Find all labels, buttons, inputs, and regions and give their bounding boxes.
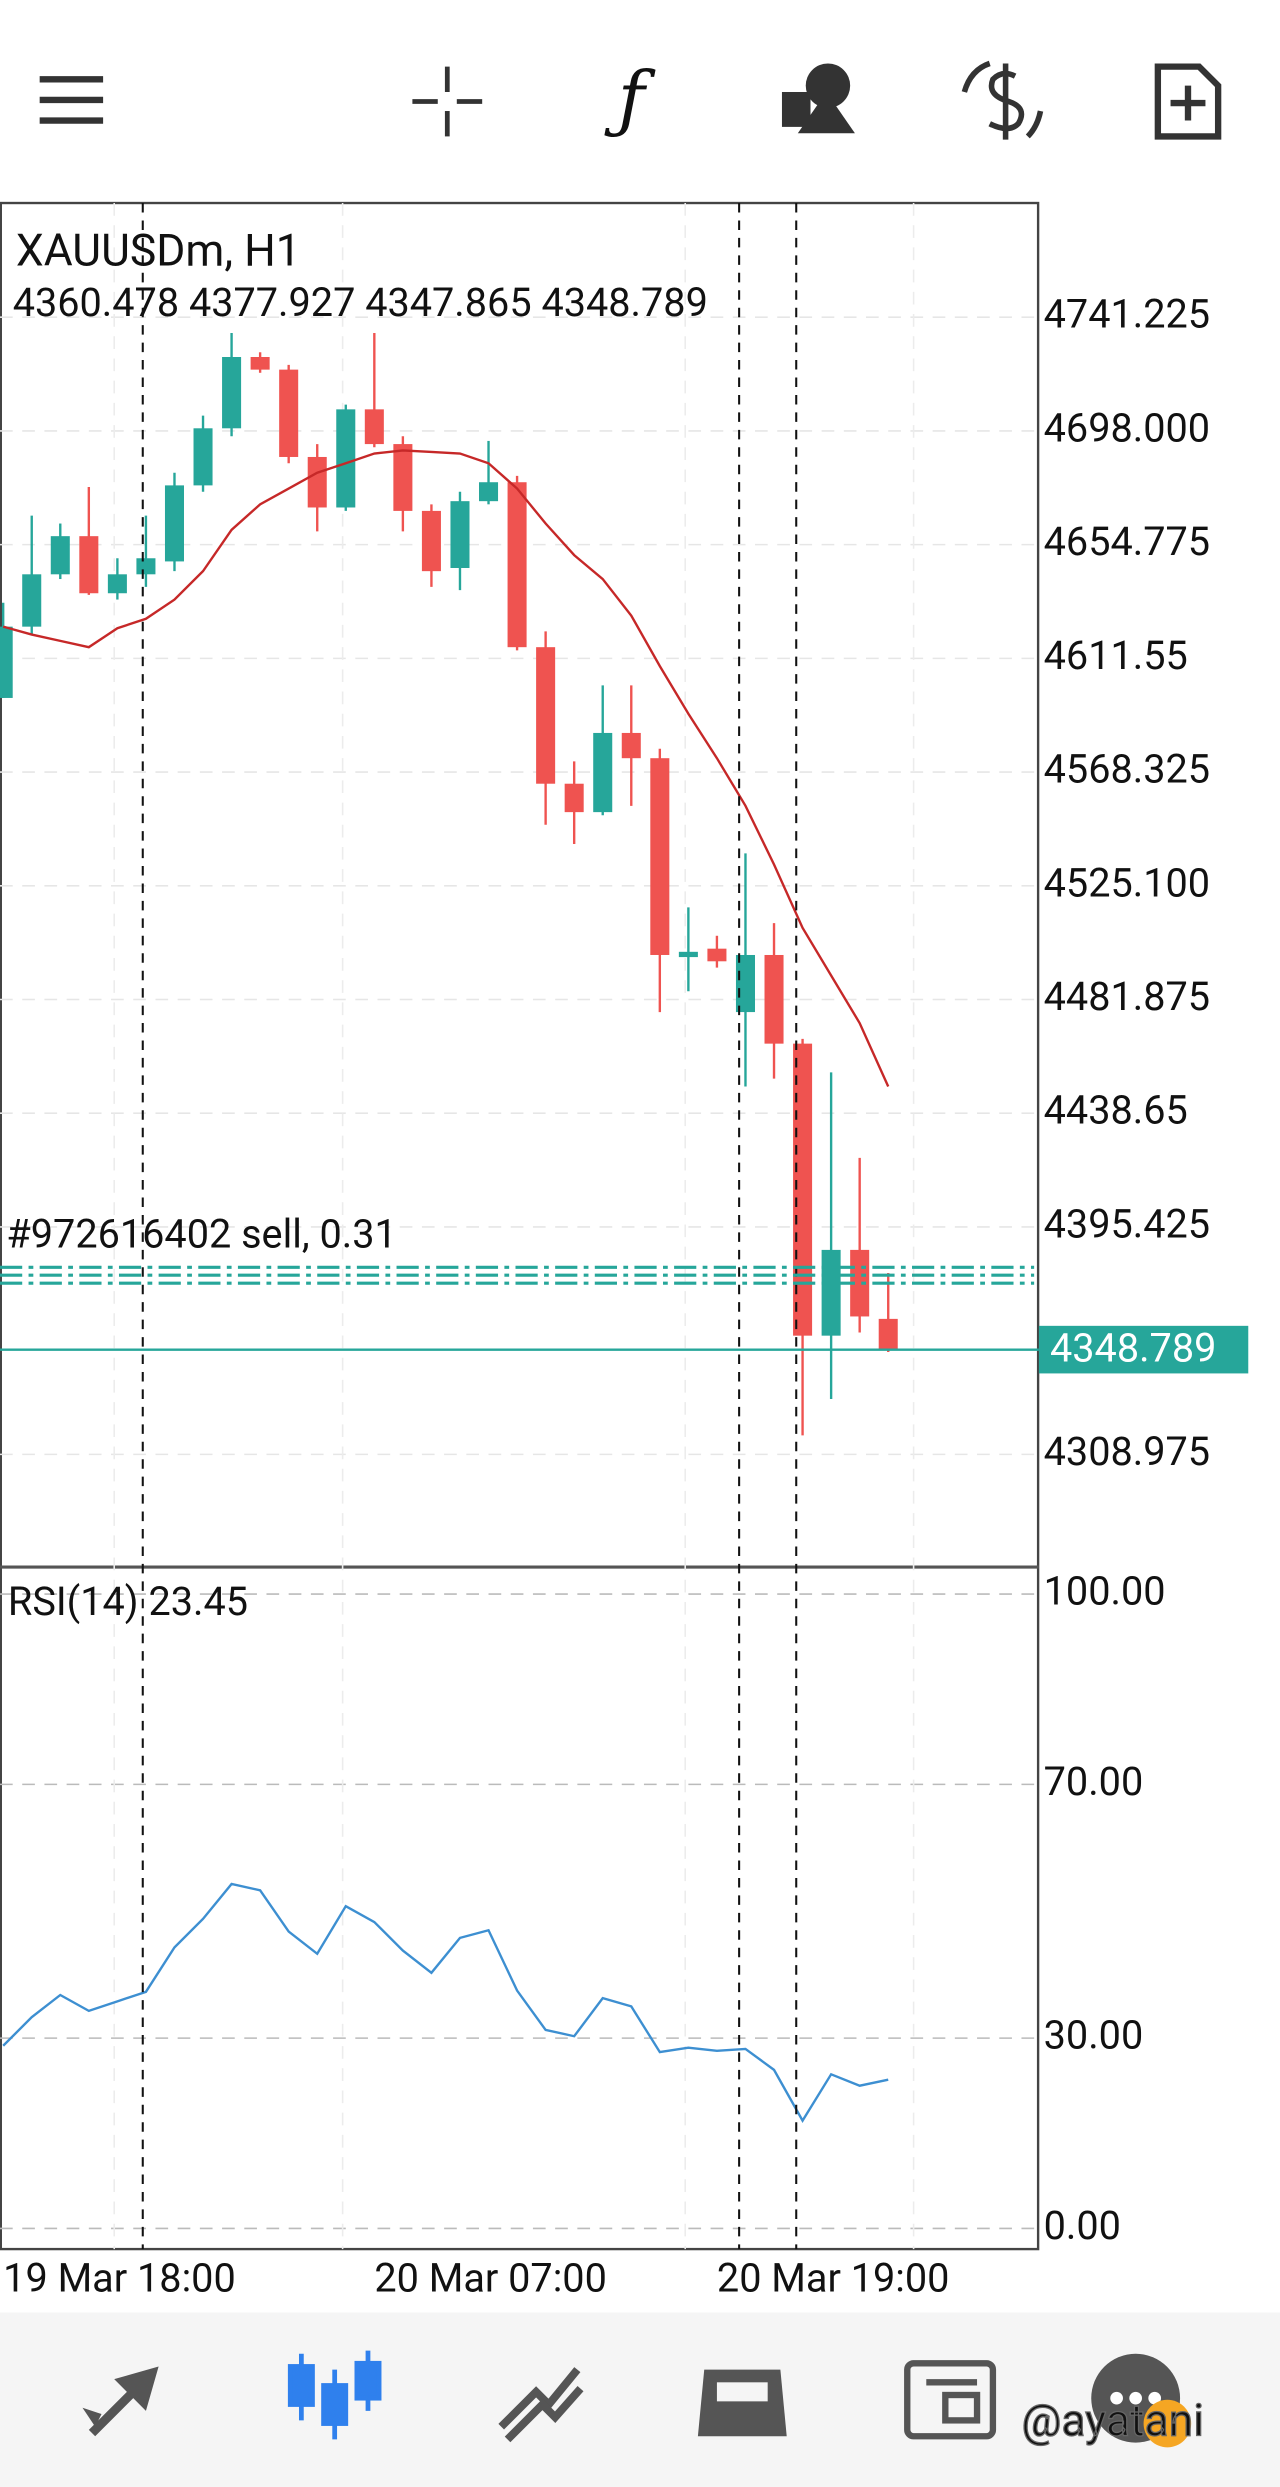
candle-body bbox=[107, 574, 127, 594]
candle-body bbox=[307, 456, 327, 508]
rsi-value: 23.45 bbox=[148, 1579, 248, 1626]
candle-body bbox=[193, 428, 213, 486]
bottom-nav bbox=[0, 2312, 1280, 2487]
nav-icons bbox=[82, 2350, 1192, 2448]
watermark: @ayatani bbox=[1021, 2394, 1204, 2446]
candle-body bbox=[336, 409, 356, 508]
y-tick-label: 4611.55 bbox=[1044, 632, 1188, 679]
candle-body bbox=[250, 357, 270, 370]
candle-body bbox=[821, 1249, 841, 1336]
marks bbox=[0, 333, 1039, 2123]
labels: 4741.225 4698.000 4654.775 4611.55 4568.325 4… bbox=[3, 291, 1249, 2301]
y-tick-label: 4308.975 bbox=[1044, 1428, 1210, 1475]
candle-body bbox=[735, 954, 755, 1013]
x-tick-label: 19 Mar 18:00 bbox=[3, 2254, 236, 2301]
trade-button[interactable] bbox=[961, 60, 1044, 140]
candle-body bbox=[450, 501, 470, 568]
period-separators bbox=[141, 203, 798, 2250]
trade-tab[interactable] bbox=[498, 2367, 584, 2443]
candle-body bbox=[878, 1318, 898, 1350]
chart-frame bbox=[0, 201, 1040, 2251]
candle-body bbox=[393, 444, 413, 511]
candle-body bbox=[793, 1043, 813, 1336]
candle-body bbox=[650, 758, 670, 955]
y-tick-label: 4654.775 bbox=[1044, 518, 1210, 565]
objects-button[interactable] bbox=[781, 63, 855, 134]
candle-body bbox=[678, 951, 698, 958]
candle-body bbox=[0, 626, 13, 698]
candle-body bbox=[364, 409, 384, 445]
candle-body bbox=[564, 783, 584, 813]
low-value: 4347.865 bbox=[365, 280, 531, 327]
x-tick-label: 20 Mar 07:00 bbox=[374, 2254, 607, 2301]
y-tick-label: 4395.425 bbox=[1044, 1200, 1210, 1247]
crosshair-button[interactable] bbox=[412, 66, 483, 137]
y-tick-label: 4525.100 bbox=[1044, 859, 1210, 906]
open-value: 4360.478 bbox=[13, 280, 179, 327]
grid bbox=[0, 203, 1039, 2250]
symbol-title: XAUUSDm, H1 bbox=[16, 225, 301, 277]
candle-body bbox=[79, 536, 99, 594]
y-tick-label: 70.00 bbox=[1044, 1758, 1144, 1805]
candle-body bbox=[621, 732, 641, 759]
y-tick-label: 4698.000 bbox=[1044, 404, 1210, 451]
indicators-button[interactable]: ƒ bbox=[604, 57, 656, 142]
current-price-badge bbox=[1038, 1325, 1249, 1374]
candle-body bbox=[593, 732, 613, 813]
candle-body bbox=[136, 558, 156, 575]
rsi-line bbox=[2, 1882, 889, 2123]
chart-tab[interactable] bbox=[287, 2350, 382, 2440]
candle-body bbox=[764, 954, 784, 1044]
candle-body bbox=[479, 482, 499, 502]
toolbar: ƒ bbox=[39, 57, 1222, 142]
news-tab[interactable] bbox=[904, 2360, 997, 2440]
candle-body bbox=[50, 536, 70, 575]
y-tick-label: 0.00 bbox=[1044, 2202, 1121, 2249]
order-label: #972616402 sell, 0.31 bbox=[6, 1211, 396, 1258]
candle-body bbox=[222, 357, 242, 429]
new-order-button[interactable] bbox=[1154, 63, 1222, 140]
chat-tab[interactable] bbox=[1091, 2353, 1192, 2448]
high-value: 4377.927 bbox=[189, 280, 355, 327]
current-price-label: 4348.789 bbox=[1050, 1325, 1216, 1372]
ohlc-text: 4360.478 4377.927 4347.865 4348.789 bbox=[13, 280, 708, 327]
candle-body bbox=[536, 647, 556, 784]
candle-body bbox=[22, 574, 42, 627]
candle-body bbox=[707, 948, 727, 962]
x-tick-label: 20 Mar 19:00 bbox=[717, 2254, 950, 2301]
y-tick-label: 100.00 bbox=[1044, 1567, 1166, 1614]
y-tick-label: 4568.325 bbox=[1044, 746, 1210, 793]
y-tick-label: 30.00 bbox=[1044, 2012, 1144, 2059]
rsi-title: RSI(14) 23.45 bbox=[8, 1579, 248, 1626]
close-value: 4348.789 bbox=[541, 280, 707, 327]
y-tick-label: 4741.225 bbox=[1044, 291, 1210, 338]
candle-body bbox=[279, 369, 299, 457]
y-tick-label: 4481.875 bbox=[1044, 973, 1210, 1020]
rsi-name: RSI(14) bbox=[8, 1579, 139, 1626]
candle-body bbox=[164, 485, 184, 562]
y-tick-label: 4438.65 bbox=[1044, 1087, 1188, 1134]
candle-body bbox=[507, 482, 527, 648]
quotes-tab[interactable] bbox=[82, 2366, 159, 2437]
order-lines bbox=[0, 1265, 1035, 1285]
moving-average bbox=[2, 449, 890, 1088]
candle-body bbox=[421, 510, 441, 572]
history-tab[interactable] bbox=[697, 2369, 787, 2437]
menu-button[interactable] bbox=[39, 76, 104, 124]
